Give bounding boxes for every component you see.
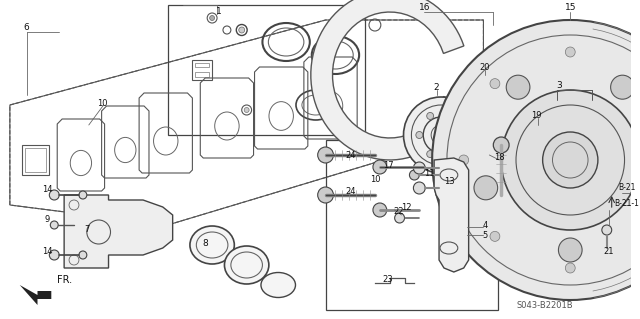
Circle shape	[611, 75, 634, 99]
Circle shape	[543, 132, 598, 188]
Text: 14: 14	[42, 248, 52, 256]
Text: 16: 16	[419, 4, 430, 12]
Text: 6: 6	[24, 24, 29, 33]
Circle shape	[244, 108, 249, 113]
Text: 24: 24	[345, 188, 355, 197]
Text: FR.: FR.	[57, 275, 72, 285]
Circle shape	[459, 155, 468, 165]
Circle shape	[317, 187, 333, 203]
Text: 11: 11	[424, 168, 435, 177]
Circle shape	[432, 20, 640, 300]
Circle shape	[474, 176, 498, 200]
Ellipse shape	[190, 226, 234, 264]
Circle shape	[490, 231, 500, 241]
Text: 24: 24	[345, 151, 355, 160]
Circle shape	[460, 131, 466, 138]
Text: B-21: B-21	[618, 183, 635, 192]
Circle shape	[449, 112, 455, 119]
Circle shape	[79, 251, 87, 259]
Bar	[168, 5, 365, 135]
Ellipse shape	[474, 110, 532, 160]
Circle shape	[484, 101, 489, 106]
Circle shape	[79, 191, 87, 199]
Text: 14: 14	[42, 186, 52, 195]
Text: 12: 12	[401, 203, 412, 211]
Ellipse shape	[261, 272, 296, 298]
Text: 21: 21	[604, 248, 614, 256]
Text: 13: 13	[444, 177, 454, 187]
Circle shape	[373, 160, 387, 174]
Text: 10: 10	[370, 174, 380, 183]
Circle shape	[559, 238, 582, 262]
Circle shape	[464, 75, 503, 115]
Text: 7: 7	[84, 226, 90, 234]
Text: 8: 8	[202, 239, 208, 248]
Text: 4: 4	[483, 220, 488, 229]
Polygon shape	[434, 158, 468, 272]
Text: 15: 15	[564, 4, 576, 12]
Circle shape	[427, 112, 434, 119]
Bar	[326, 140, 499, 310]
Circle shape	[474, 87, 479, 92]
Polygon shape	[64, 195, 173, 268]
Circle shape	[490, 93, 495, 98]
Text: 9: 9	[45, 216, 50, 225]
Polygon shape	[20, 285, 51, 305]
Text: 22: 22	[394, 207, 404, 217]
Circle shape	[565, 263, 575, 273]
Circle shape	[484, 84, 489, 89]
Circle shape	[416, 131, 423, 138]
Polygon shape	[311, 0, 464, 160]
Text: B-21-1: B-21-1	[614, 198, 639, 207]
Text: 20: 20	[479, 63, 490, 72]
Circle shape	[602, 225, 612, 235]
Circle shape	[373, 203, 387, 217]
Text: S043-B2201B: S043-B2201B	[516, 300, 573, 309]
Text: 18: 18	[494, 152, 504, 161]
Ellipse shape	[225, 246, 269, 284]
Text: 23: 23	[383, 276, 393, 285]
Circle shape	[501, 90, 639, 230]
Circle shape	[413, 182, 425, 194]
Circle shape	[474, 98, 479, 103]
Circle shape	[449, 151, 455, 158]
Circle shape	[490, 78, 500, 89]
Text: 2: 2	[433, 84, 439, 93]
Text: 17: 17	[383, 160, 394, 169]
Circle shape	[51, 221, 58, 229]
Circle shape	[506, 75, 530, 99]
Circle shape	[404, 97, 479, 173]
Circle shape	[317, 147, 333, 163]
Circle shape	[410, 170, 419, 180]
Text: 5: 5	[483, 231, 488, 240]
Circle shape	[493, 137, 509, 153]
Circle shape	[49, 250, 59, 260]
Text: 19: 19	[531, 110, 542, 120]
Circle shape	[565, 47, 575, 57]
Text: 10: 10	[97, 99, 108, 108]
Circle shape	[49, 190, 59, 200]
Circle shape	[413, 162, 425, 174]
Text: 3: 3	[557, 80, 563, 90]
Circle shape	[210, 16, 214, 20]
Circle shape	[427, 151, 434, 158]
Circle shape	[395, 213, 404, 223]
Text: 1: 1	[216, 8, 222, 17]
Circle shape	[239, 27, 244, 33]
